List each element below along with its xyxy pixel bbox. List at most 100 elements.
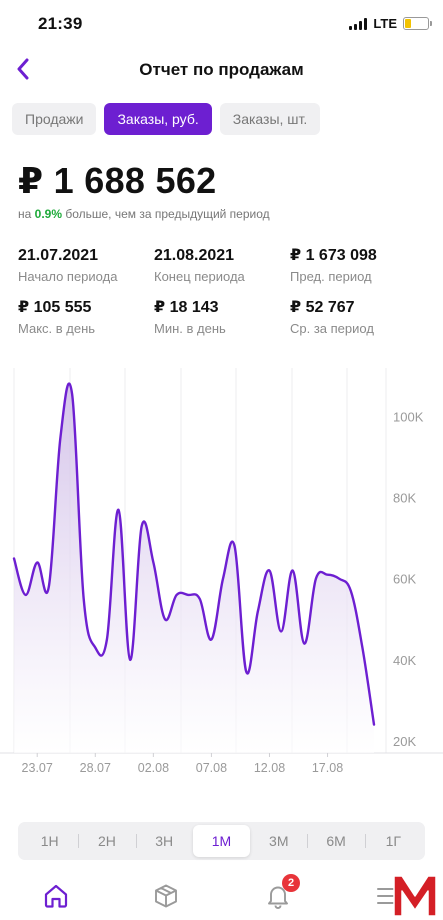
tab-products[interactable] — [150, 880, 182, 912]
bottom-tab-bar: 2 — [0, 870, 443, 920]
data-point-28.07 — [94, 646, 96, 648]
data-point-19.08 — [350, 590, 352, 592]
x-tick-label: 23.07 — [22, 761, 53, 775]
range-3m[interactable]: 3М — [269, 833, 289, 849]
data-point-31.07 — [129, 659, 131, 661]
data-point-05.08 — [187, 594, 189, 596]
data-point-02.08 — [152, 561, 154, 563]
data-point-15.08 — [303, 642, 305, 644]
data-point-23.07 — [36, 561, 38, 563]
stat-label: Мин. в день — [154, 321, 226, 336]
data-point-03.08 — [164, 618, 166, 620]
range-1y[interactable]: 1Г — [364, 825, 422, 857]
data-point-24.07 — [48, 586, 50, 588]
brand-logo — [393, 875, 437, 917]
stat-value: 21.08.2021 — [154, 247, 235, 264]
data-point-30.07 — [117, 509, 119, 511]
data-point-22.07 — [24, 594, 26, 596]
stat-value: ₽ 105 555 — [18, 299, 92, 316]
box-icon — [155, 884, 177, 908]
data-point-18.08 — [338, 578, 340, 580]
range-1m[interactable]: 1М — [192, 825, 251, 857]
stat-value: 21.07.2021 — [18, 247, 99, 264]
stat-period-start: 21.07.2021 Начало периода — [18, 246, 154, 286]
status-bar: 21:39 LTE — [0, 0, 443, 44]
back-button[interactable] — [8, 54, 38, 84]
data-point-12.08 — [268, 569, 270, 571]
stats-grid: 21.07.2021 Начало периода 21.08.2021 Кон… — [18, 246, 418, 338]
period-comparison: на 0.9% больше, чем за предыдущий период — [18, 207, 270, 221]
stat-max-per-day: ₽ 105 555 Макс. в день — [18, 298, 154, 338]
chart-canvas: 20K 40K 60K 80K 100K 23.07 28.07 02.08 07.08 12.… — [0, 368, 443, 775]
data-point-01.08 — [141, 525, 143, 527]
range-3w[interactable]: 3Н — [135, 825, 193, 857]
data-point-14.08 — [292, 569, 294, 571]
stat-label: Макс. в день — [18, 321, 96, 336]
x-tick-label: 02.08 — [138, 761, 169, 775]
comparison-suffix: больше, чем за предыдущий период — [62, 207, 270, 221]
stat-label: Конец периода — [154, 269, 245, 284]
stat-label: Начало периода — [18, 269, 118, 284]
y-tick-label: 100K — [393, 410, 424, 425]
header: Отчет по продажам — [0, 50, 443, 90]
data-point-13.08 — [280, 630, 282, 632]
chevron-left-icon — [17, 58, 29, 80]
data-point-09.08 — [233, 545, 235, 547]
data-point-04.08 — [175, 594, 177, 596]
chart-series-line — [12, 382, 376, 726]
data-point-20.08 — [361, 646, 363, 648]
stat-label: Ср. за период — [290, 321, 374, 336]
stat-value: ₽ 1 673 098 — [290, 247, 377, 264]
data-point-29.07 — [106, 638, 108, 640]
total-amount: ₽ 1 688 562 — [18, 160, 217, 201]
stat-previous-period: ₽ 1 673 098 Пред. период — [290, 246, 418, 286]
data-point-08.08 — [222, 578, 224, 580]
data-point-25.07 — [59, 436, 61, 438]
notification-badge: 2 — [282, 874, 300, 892]
home-icon — [44, 884, 68, 908]
page-title: Отчет по продажам — [139, 60, 304, 79]
data-point-07.08 — [210, 638, 212, 640]
y-tick-label: 80K — [393, 491, 416, 506]
signal-icon — [349, 17, 368, 30]
stat-value: ₽ 52 767 — [290, 299, 355, 316]
comparison-percent: 0.9% — [34, 207, 62, 221]
tab-orders-rub[interactable]: Заказы, руб. — [104, 103, 212, 135]
range-2w[interactable]: 2Н — [78, 825, 135, 857]
bell-icon — [268, 886, 288, 909]
status-time: 21:39 — [38, 14, 83, 33]
orders-chart[interactable]: 20K 40K 60K 80K 100K 23.07 28.07 02.08 07.08 12.… — [0, 368, 443, 800]
network-label: LTE — [373, 16, 397, 31]
battery-icon — [403, 17, 432, 30]
tab-home[interactable] — [40, 880, 72, 912]
data-point-11.08 — [257, 610, 259, 612]
data-point-10.08 — [245, 671, 247, 673]
x-tick-label: 07.08 — [196, 761, 227, 775]
x-tick-label: 12.08 — [254, 761, 285, 775]
tab-orders-pcs[interactable]: Заказы, шт. — [219, 103, 321, 135]
data-point-17.08 — [326, 574, 328, 576]
stat-average: ₽ 52 767 Ср. за период — [290, 298, 418, 338]
stat-min-per-day: ₽ 18 143 Мин. в день — [154, 298, 290, 338]
chart-area-fill — [14, 383, 374, 753]
data-point-21.07 — [13, 557, 15, 559]
range-1w[interactable]: 1Н — [40, 833, 59, 849]
data-point-06.08 — [199, 598, 201, 600]
range-selector: 1Н 2Н 3Н 1М 3М 6М 1Г — [18, 822, 425, 860]
data-point-26.07 — [71, 393, 73, 395]
y-tick-label: 40K — [393, 653, 416, 668]
report-tabs: Продажи Заказы, руб. Заказы, шт. — [12, 103, 321, 135]
tab-notifications[interactable]: 2 — [262, 874, 300, 912]
stat-value: ₽ 18 143 — [154, 299, 219, 316]
y-tick-label: 20K — [393, 734, 416, 749]
stat-period-end: 21.08.2021 Конец периода — [154, 246, 290, 286]
range-6m[interactable]: 6М — [307, 825, 364, 857]
x-tick-label: 28.07 — [80, 761, 111, 775]
status-indicators: LTE — [349, 16, 432, 31]
comparison-prefix: на — [18, 207, 35, 221]
tab-sales[interactable]: Продажи — [12, 103, 97, 135]
data-point-21.08 — [373, 723, 375, 725]
y-tick-label: 60K — [393, 572, 416, 587]
x-tick-label: 17.08 — [312, 761, 343, 775]
data-point-16.08 — [315, 578, 317, 580]
